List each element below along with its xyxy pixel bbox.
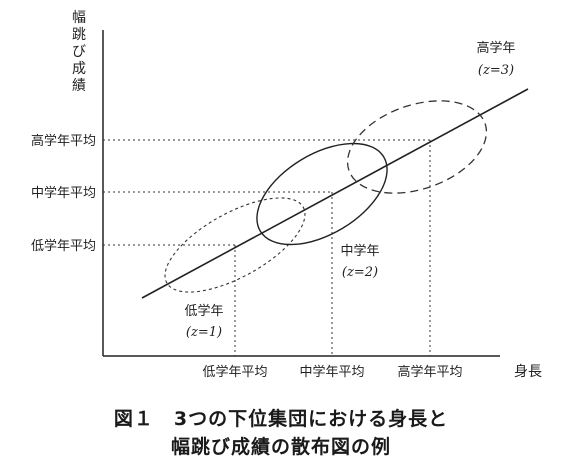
mid-group-ellipse <box>256 142 388 246</box>
mid-group-label: 中学年 <box>340 243 379 259</box>
overall-trend-line <box>141 88 529 299</box>
y-tick-label-mid: 中学年平均 <box>31 185 96 201</box>
figure-caption-line1: 図１ 3つの下位集団における身長と <box>113 408 449 430</box>
x-axis-label: 身長 <box>514 364 542 380</box>
y-axis-label-char: 跳 <box>72 27 86 43</box>
mid-group-z: (z=2) <box>342 265 378 280</box>
figure-caption-line2: 幅跳び成績の散布図の例 <box>170 436 391 458</box>
y-axis-label-char: 幅 <box>72 10 86 26</box>
y-axis-label-char: 績 <box>72 78 86 94</box>
high-group-ellipse <box>346 100 488 194</box>
y-axis-label-char: び <box>72 44 86 60</box>
x-tick-label-mid: 中学年平均 <box>299 364 364 380</box>
high-group-z: (z=3) <box>478 63 514 78</box>
x-tick-label-low: 低学年平均 <box>202 364 267 380</box>
low-group-label: 低学年 <box>184 303 223 319</box>
low-group-z: (z=1) <box>186 325 222 340</box>
low-group-ellipse <box>164 197 306 293</box>
y-tick-label-high: 高学年平均 <box>31 133 96 149</box>
y-tick-label-low: 低学年平均 <box>31 238 96 254</box>
high-group-label: 高学年 <box>476 40 515 56</box>
x-tick-label-high: 高学年平均 <box>397 364 462 380</box>
y-axis-label-char: 成 <box>72 61 86 77</box>
